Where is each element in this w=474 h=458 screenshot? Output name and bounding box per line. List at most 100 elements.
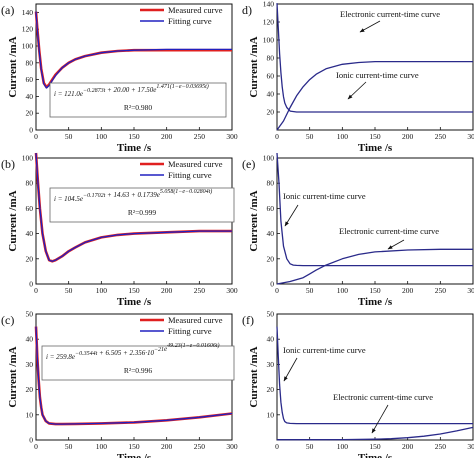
y-tick-label: 80 — [267, 54, 275, 63]
x-tick-label: 150 — [369, 286, 381, 295]
x-tick-label: 50 — [65, 442, 73, 451]
x-tick-label: 0 — [275, 442, 279, 451]
equation-text: i = 104.5e−0.1702t + 14.63 + 0.1739e5.05… — [54, 188, 212, 203]
y-tick-label: 100 — [263, 36, 275, 45]
y-tick-label: 100 — [22, 154, 34, 163]
y-tick-label: 40 — [26, 92, 34, 101]
plot-frame — [276, 3, 474, 131]
chart-panel: 0 50 100 150 200 250 300 0 20 40 60 80 100 120 140 Time… — [1, 3, 238, 154]
series-line — [276, 248, 473, 285]
x-axis-label: Time /s — [117, 142, 152, 154]
y-tick-label: 20 — [267, 254, 275, 263]
annotation-arrow — [347, 81, 367, 100]
y-axis-label: Current /mA — [7, 190, 19, 251]
x-axis-label: Time /s — [358, 142, 393, 154]
series-line — [276, 326, 473, 425]
r-squared-text: R²=0.996 — [124, 366, 153, 375]
x-tick-label: 0 — [34, 442, 38, 451]
plot-frame — [276, 313, 474, 441]
x-tick-label: 200 — [402, 442, 414, 451]
y-axis-label: Current /mA — [7, 346, 19, 407]
y-tick-label: 140 — [263, 0, 275, 9]
x-tick-label: 200 — [402, 132, 414, 141]
x-tick-label: 50 — [306, 286, 314, 295]
curve-annotation: Ionic current-time curve — [283, 345, 366, 355]
equation-text: i = 121.0e−0.2873t + 20.00 + 17.50e1.471… — [54, 83, 209, 98]
x-tick-label: 200 — [161, 132, 173, 141]
x-tick-label: 300 — [226, 442, 238, 451]
y-tick-label: 50 — [267, 310, 275, 319]
y-tick-label: 120 — [263, 18, 275, 27]
curve-annotation: Ionic current-time curve — [336, 70, 419, 80]
y-tick-label: 0 — [29, 280, 33, 289]
y-tick-label: 10 — [26, 410, 34, 419]
y-tick-label: 40 — [267, 335, 275, 344]
equation-box — [49, 187, 235, 223]
x-tick-label: 100 — [337, 442, 349, 451]
annotation-arrow — [387, 239, 405, 250]
x-tick-label: 50 — [306, 132, 314, 141]
y-tick-label: 140 — [22, 8, 34, 17]
chart-panel: 0 50 100 150 200 250 300 0 20 40 60 80 100 Time /s Cur… — [1, 152, 238, 308]
curve-annotation: Electronic current-time curve — [340, 9, 440, 19]
series-line — [35, 152, 232, 262]
x-tick-label: 0 — [275, 286, 279, 295]
x-tick-label: 300 — [226, 132, 238, 141]
chart-panel: 0 50 100 150 200 250 300 0 10 20 30 40 50 Time /s Curr… — [1, 310, 238, 458]
series-line — [35, 326, 233, 425]
y-tick-label: 40 — [267, 229, 275, 238]
y-tick-label: 60 — [267, 204, 275, 213]
y-tick-label: 120 — [22, 25, 34, 34]
y-tick-label: 80 — [267, 179, 275, 188]
y-tick-label: 100 — [22, 42, 34, 51]
series-line — [276, 152, 473, 267]
y-tick-label: 50 — [26, 310, 34, 319]
x-tick-label: 150 — [369, 132, 381, 141]
x-tick-label: 300 — [467, 286, 474, 295]
y-tick-label: 80 — [26, 179, 34, 188]
panel-label: (a) — [1, 3, 14, 17]
chart-panel: 0 50 100 150 200 250 300 20 40 60 80 100 120 140 Time … — [242, 0, 474, 154]
annotation-arrow — [283, 357, 298, 382]
curve-annotation: Ionic current-time curve — [283, 191, 366, 201]
x-tick-label: 250 — [194, 442, 206, 451]
x-tick-label: 250 — [435, 132, 447, 141]
x-tick-label: 200 — [161, 442, 173, 451]
x-tick-label: 50 — [306, 442, 314, 451]
series-line — [276, 3, 473, 113]
r-squared-text: R²=0.980 — [124, 103, 153, 112]
panel-label: (e) — [242, 157, 255, 171]
y-tick-label: 60 — [26, 204, 34, 213]
series-line — [35, 11, 232, 89]
x-tick-label: 150 — [369, 442, 381, 451]
y-tick-label: 20 — [267, 385, 275, 394]
x-tick-label: 100 — [96, 286, 108, 295]
y-tick-label: 20 — [267, 108, 275, 117]
x-tick-label: 0 — [34, 132, 38, 141]
legend-label: Measured curve — [168, 315, 223, 325]
y-tick-label: 60 — [26, 75, 34, 84]
x-tick-label: 0 — [275, 132, 279, 141]
x-tick-label: 150 — [128, 442, 140, 451]
x-tick-label: 200 — [402, 286, 414, 295]
legend-label: Measured curve — [168, 159, 223, 169]
x-tick-label: 300 — [467, 442, 474, 451]
x-tick-label: 50 — [65, 132, 73, 141]
y-tick-label: 40 — [26, 229, 34, 238]
curve-annotation: Electronic current-time curve — [333, 392, 433, 402]
series-line — [276, 60, 473, 131]
annotation-arrow — [371, 404, 389, 434]
x-tick-label: 250 — [435, 286, 447, 295]
x-tick-label: 300 — [226, 286, 238, 295]
panel-label: (b) — [1, 157, 15, 171]
x-axis-label: Time /s — [117, 452, 152, 458]
curve-annotation: Electronic current-time curve — [339, 226, 439, 236]
panel-label: d) — [242, 3, 252, 17]
legend-label: Fitting curve — [168, 16, 212, 26]
x-tick-label: 100 — [337, 132, 349, 141]
legend-label: Measured curve — [168, 5, 223, 15]
y-axis-label: Current /mA — [248, 36, 260, 97]
